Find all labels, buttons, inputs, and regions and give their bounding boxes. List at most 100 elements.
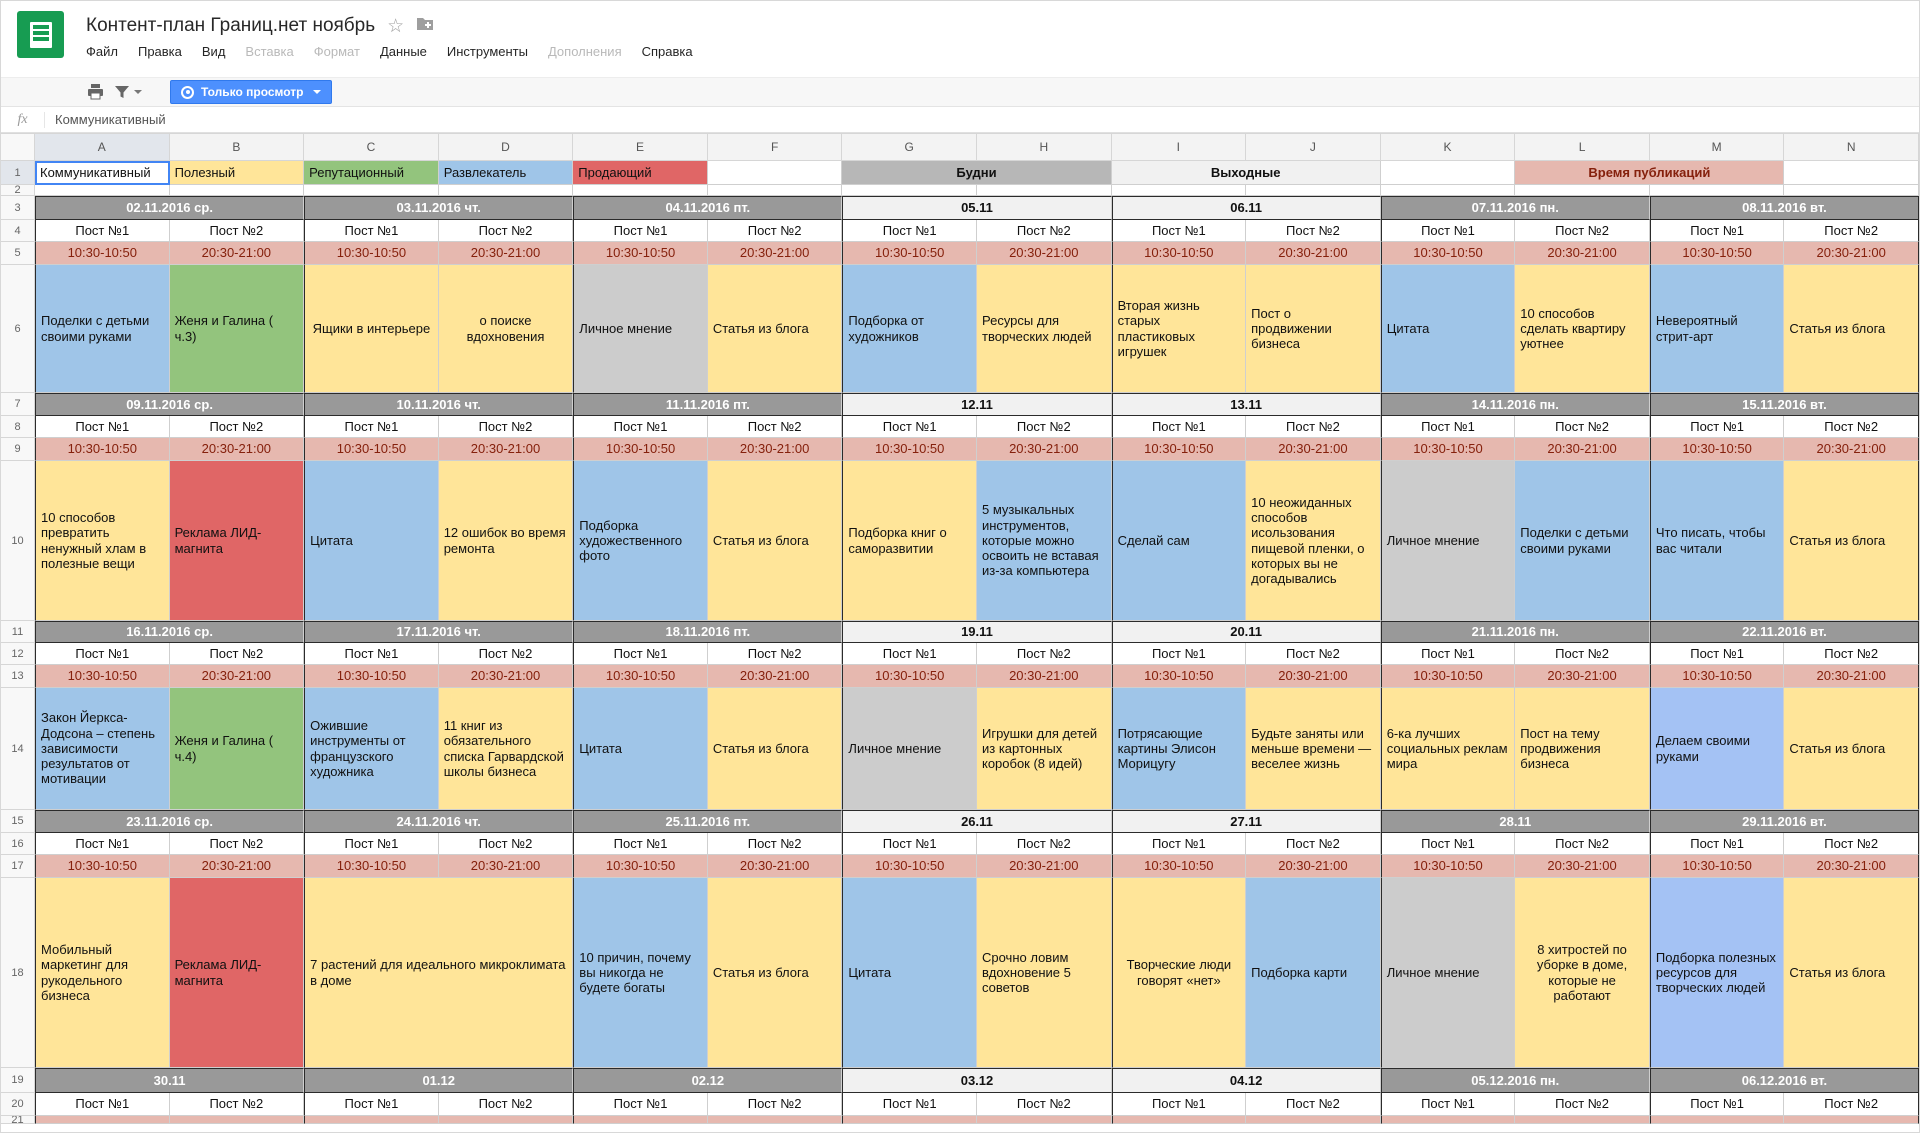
cell-M8[interactable]: Пост №1 [1649, 416, 1785, 438]
row-header-14[interactable]: 14 [1, 688, 35, 810]
row-header-21[interactable]: 21 [1, 1116, 35, 1124]
cell-A7[interactable]: 09.11.2016 ср. [35, 393, 305, 416]
cell-M20[interactable]: Пост №1 [1649, 1093, 1785, 1116]
cell-K19[interactable]: 05.12.2016 пн. [1380, 1068, 1650, 1093]
cell-D20[interactable]: Пост №2 [438, 1093, 574, 1116]
cell-A13[interactable]: 10:30-10:50 [35, 665, 170, 688]
cell-L8[interactable]: Пост №2 [1515, 416, 1650, 438]
cell-B14[interactable]: Женя и Галина ( ч.4) [169, 688, 305, 810]
cell-N12[interactable]: Пост №2 [1784, 643, 1919, 665]
cell-J5[interactable]: 20:30-21:00 [1246, 242, 1381, 265]
cell-M12[interactable]: Пост №1 [1649, 643, 1785, 665]
cell-N20[interactable]: Пост №2 [1784, 1093, 1919, 1116]
cell-J4[interactable]: Пост №2 [1246, 220, 1381, 242]
cell-I20[interactable]: Пост №1 [1111, 1093, 1247, 1116]
cell-I15[interactable]: 27.11 [1111, 810, 1381, 833]
column-header-k[interactable]: K [1380, 133, 1516, 161]
cell-A16[interactable]: Пост №1 [35, 833, 170, 855]
column-header-g[interactable]: G [842, 133, 977, 161]
cell-D5[interactable]: 20:30-21:00 [438, 242, 574, 265]
cell-A15[interactable]: 23.11.2016 ср. [35, 810, 305, 833]
cell-M17[interactable]: 10:30-10:50 [1649, 855, 1785, 878]
column-header-f[interactable]: F [707, 133, 843, 161]
cell-L12[interactable]: Пост №2 [1515, 643, 1650, 665]
cell-K3[interactable]: 07.11.2016 пн. [1380, 196, 1650, 220]
cell-K1[interactable] [1380, 161, 1516, 185]
row-header-20[interactable]: 20 [1, 1093, 35, 1116]
column-header-h[interactable]: H [976, 133, 1112, 161]
cell-J21[interactable] [1246, 1116, 1381, 1124]
cell-L14[interactable]: Пост на тему продвижения бизнеса [1515, 688, 1650, 810]
cell-C9[interactable]: 10:30-10:50 [304, 438, 439, 461]
cell-D12[interactable]: Пост №2 [438, 643, 574, 665]
cell-H9[interactable]: 20:30-21:00 [976, 438, 1112, 461]
cell-G12[interactable]: Пост №1 [842, 643, 977, 665]
cell-N4[interactable]: Пост №2 [1784, 220, 1919, 242]
cell-I17[interactable]: 10:30-10:50 [1111, 855, 1247, 878]
cell-I2[interactable] [1111, 185, 1247, 196]
cell-M6[interactable]: Невероятный стрит-арт [1649, 265, 1785, 393]
cell-E4[interactable]: Пост №1 [573, 220, 708, 242]
cell-I16[interactable]: Пост №1 [1111, 833, 1247, 855]
cell-F1[interactable] [707, 161, 843, 185]
cell-C19[interactable]: 01.12 [304, 1068, 574, 1093]
cell-D2[interactable] [438, 185, 574, 196]
formula-value[interactable]: Коммуникативный [55, 112, 166, 127]
cell-F6[interactable]: Статья из блога [707, 265, 843, 393]
cell-E3[interactable]: 04.11.2016 пт. [573, 196, 843, 220]
cell-N2[interactable] [1784, 185, 1919, 196]
cell-B17[interactable]: 20:30-21:00 [169, 855, 305, 878]
menu-item-вид[interactable]: Вид [201, 44, 226, 59]
cell-C16[interactable]: Пост №1 [304, 833, 439, 855]
cell-M15[interactable]: 29.11.2016 вт. [1649, 810, 1919, 833]
cell-L16[interactable]: Пост №2 [1515, 833, 1650, 855]
cell-M9[interactable]: 10:30-10:50 [1649, 438, 1785, 461]
cell-I12[interactable]: Пост №1 [1111, 643, 1247, 665]
cell-L18[interactable]: 8 хитростей по уборке в доме, которые не… [1515, 878, 1650, 1068]
cell-I6[interactable]: Вторая жизнь старых пластиковых игрушек [1111, 265, 1247, 393]
cell-N5[interactable]: 20:30-21:00 [1784, 242, 1919, 265]
row-header-11[interactable]: 11 [1, 621, 35, 643]
cell-M19[interactable]: 06.12.2016 вт. [1649, 1068, 1919, 1093]
cell-C17[interactable]: 10:30-10:50 [304, 855, 439, 878]
cell-E17[interactable]: 10:30-10:50 [573, 855, 708, 878]
cell-L9[interactable]: 20:30-21:00 [1515, 438, 1650, 461]
cell-J14[interactable]: Будьте заняты или меньше времени — весел… [1246, 688, 1381, 810]
cell-I4[interactable]: Пост №1 [1111, 220, 1247, 242]
cell-E20[interactable]: Пост №1 [573, 1093, 708, 1116]
cell-K17[interactable]: 10:30-10:50 [1380, 855, 1516, 878]
menu-item-правка[interactable]: Правка [137, 44, 182, 59]
row-header-17[interactable]: 17 [1, 855, 35, 878]
cell-A12[interactable]: Пост №1 [35, 643, 170, 665]
cell-L1[interactable]: Время публикаций [1515, 161, 1785, 185]
row-header-19[interactable]: 19 [1, 1068, 35, 1093]
cell-D17[interactable]: 20:30-21:00 [438, 855, 574, 878]
cell-A1[interactable]: Коммуникативный [35, 161, 170, 185]
row-header-6[interactable]: 6 [1, 265, 35, 393]
cell-C12[interactable]: Пост №1 [304, 643, 439, 665]
cell-G9[interactable]: 10:30-10:50 [842, 438, 977, 461]
cell-B9[interactable]: 20:30-21:00 [169, 438, 305, 461]
cell-M18[interactable]: Подборка полезных ресурсов для творчески… [1649, 878, 1785, 1068]
cell-F12[interactable]: Пост №2 [707, 643, 843, 665]
cell-L10[interactable]: Поделки с детьми своими руками [1515, 461, 1650, 621]
cell-K18[interactable]: Личное мнение [1380, 878, 1516, 1068]
cell-F8[interactable]: Пост №2 [707, 416, 843, 438]
cell-B16[interactable]: Пост №2 [169, 833, 305, 855]
cell-I11[interactable]: 20.11 [1111, 621, 1381, 643]
menu-item-справка[interactable]: Справка [641, 44, 693, 59]
cell-K16[interactable]: Пост №1 [1380, 833, 1516, 855]
cell-M13[interactable]: 10:30-10:50 [1649, 665, 1785, 688]
cell-E11[interactable]: 18.11.2016 пт. [573, 621, 843, 643]
cell-I13[interactable]: 10:30-10:50 [1111, 665, 1247, 688]
menu-item-файл[interactable]: Файл [86, 44, 118, 59]
cell-E5[interactable]: 10:30-10:50 [573, 242, 708, 265]
cell-N9[interactable]: 20:30-21:00 [1784, 438, 1919, 461]
cell-J9[interactable]: 20:30-21:00 [1246, 438, 1381, 461]
column-header-m[interactable]: M [1649, 133, 1785, 161]
row-header-18[interactable]: 18 [1, 878, 35, 1068]
cell-A9[interactable]: 10:30-10:50 [35, 438, 170, 461]
cell-I8[interactable]: Пост №1 [1111, 416, 1247, 438]
cell-F17[interactable]: 20:30-21:00 [707, 855, 843, 878]
cell-L6[interactable]: 10 способов сделать квартиру уютнее [1515, 265, 1650, 393]
